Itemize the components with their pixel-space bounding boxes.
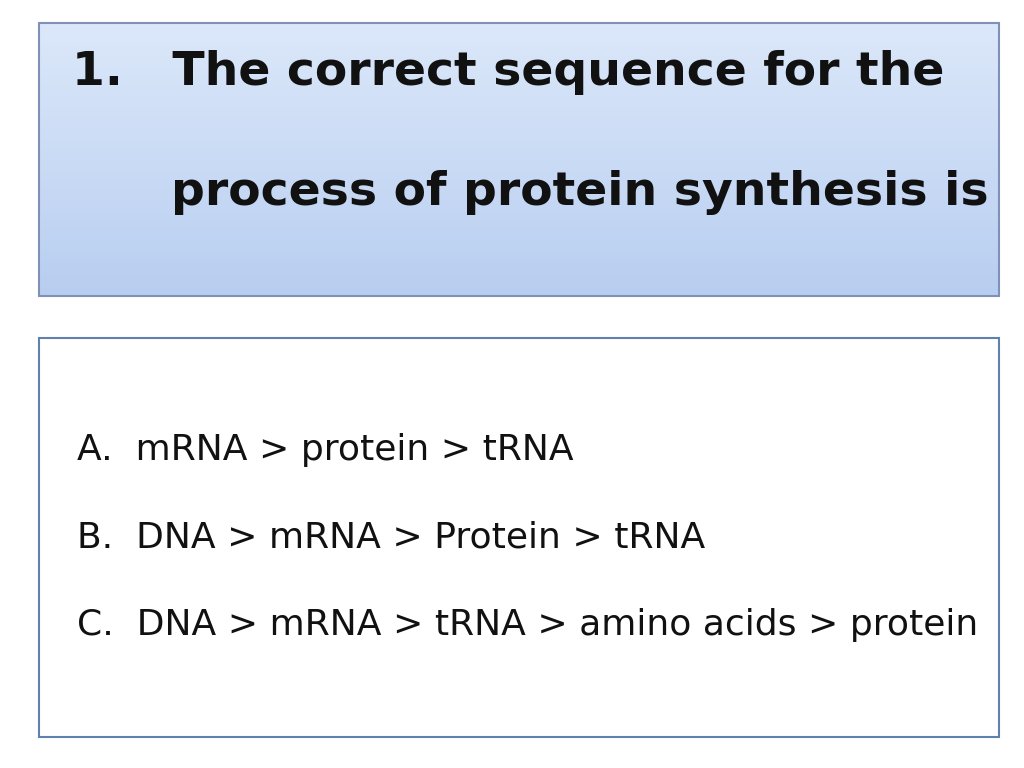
Text: B.  DNA > mRNA > Protein > tRNA: B. DNA > mRNA > Protein > tRNA bbox=[77, 521, 706, 554]
Text: A.  mRNA > protein > tRNA: A. mRNA > protein > tRNA bbox=[77, 432, 573, 467]
Text: 1.   The correct sequence for the: 1. The correct sequence for the bbox=[72, 50, 944, 94]
Text: C.  DNA > mRNA > tRNA > amino acids > protein: C. DNA > mRNA > tRNA > amino acids > pro… bbox=[77, 608, 978, 643]
Text: process of protein synthesis is: process of protein synthesis is bbox=[72, 170, 988, 214]
FancyBboxPatch shape bbox=[39, 338, 999, 737]
